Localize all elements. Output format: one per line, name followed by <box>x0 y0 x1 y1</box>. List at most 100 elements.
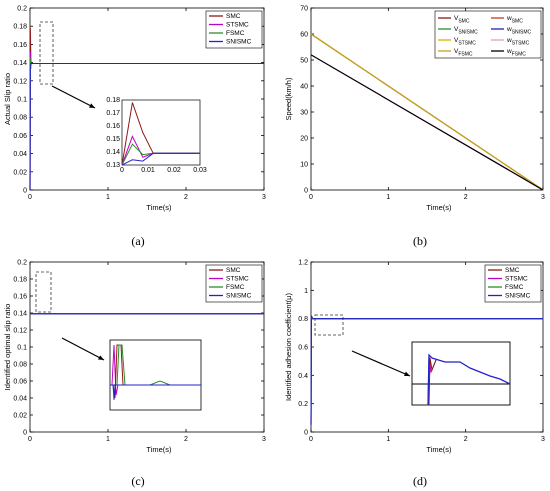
zoom-arrowhead <box>98 355 104 360</box>
legend-entry: SNISMC <box>226 293 252 300</box>
inset-y-tick-label: 0.18 <box>106 97 120 104</box>
legend-subscript: FSMC <box>458 52 473 58</box>
y-tick-label: 50 <box>300 58 308 65</box>
y-tick-label: 0.8 <box>298 316 308 323</box>
y-tick-label: 0.18 <box>13 24 27 31</box>
x-axis-label: Time(s) <box>146 203 172 212</box>
series-line-snismc <box>29 62 264 191</box>
inset-y-tick-label: 0.16 <box>106 123 120 130</box>
legend-subscript: STSMC <box>458 41 476 47</box>
x-tick-label: 3 <box>541 194 545 201</box>
zoom-arrow <box>51 85 96 109</box>
y-tick-label: 0.04 <box>13 396 27 403</box>
y-tick-label: 0.02 <box>13 169 27 176</box>
y-axis-label: Identified optimal slip ratio <box>3 304 12 391</box>
legend-entry: STSMC <box>226 22 249 29</box>
legend-symbol: w <box>506 37 512 44</box>
plot-frame <box>310 7 544 191</box>
legend-entry: wSNISMC <box>506 26 532 36</box>
legend-subscript: FSMC <box>512 52 527 58</box>
legend-entry: FSMC <box>505 284 524 291</box>
y-tick-label: 0.16 <box>13 42 27 49</box>
y-axis-label: Identified adhesion coefficient(μ) <box>284 292 293 401</box>
x-tick-label: 0 <box>309 436 313 443</box>
y-tick-label: 0 <box>304 430 308 437</box>
y-tick-label: 0.1 <box>17 345 27 352</box>
y-tick-label: 0.14 <box>13 311 27 318</box>
series-line-v-fsmc <box>310 33 544 191</box>
x-tick-label: 1 <box>106 194 110 201</box>
legend-entry: VSMC <box>454 15 470 25</box>
legend-entry: VSTSMC <box>454 37 476 47</box>
x-tick-label: 3 <box>262 436 266 443</box>
legend-symbol: w <box>506 26 512 33</box>
legend-symbol: V <box>454 37 459 44</box>
y-tick-label: 0.06 <box>13 379 27 386</box>
inset-y-tick-label: 0.17 <box>106 110 120 117</box>
legend-entry: STSMC <box>505 276 528 283</box>
legend-entry: VFSMC <box>454 48 473 58</box>
series-line-snismc <box>310 315 543 425</box>
legend-entry: FSMC <box>226 284 245 291</box>
y-tick-label: 0 <box>23 430 27 437</box>
y-tick-label: 0.04 <box>13 151 27 158</box>
x-tick-label: 3 <box>541 436 545 443</box>
y-tick-label: 30 <box>300 110 308 117</box>
panel-caption: (c) <box>131 474 144 488</box>
inset-y-tick-label: 0.14 <box>106 149 120 156</box>
zoom-arrowhead <box>89 103 95 108</box>
y-tick-label: 0.02 <box>13 413 27 420</box>
legend-entry: wSTSMC <box>506 37 530 47</box>
legend-entry: SNISMC <box>226 39 252 46</box>
y-tick-label: 0.08 <box>13 115 27 122</box>
legend-box <box>434 10 542 59</box>
y-tick-label: 70 <box>300 6 308 13</box>
legend-symbol: w <box>506 48 512 55</box>
inset-c-frame <box>109 339 202 411</box>
inset-x-tick-label: 0.02 <box>167 167 181 174</box>
chart-panel-d: 0 1 2 3 0 0.2 0.4 0.6 0.8 1 1.2 Time(s) Identified a… <box>284 260 545 489</box>
x-tick-label: 1 <box>386 436 390 443</box>
y-tick-label: 0.16 <box>13 294 27 301</box>
x-tick-label: 2 <box>184 436 188 443</box>
y-axis-label: Actual Slip ratio <box>3 73 12 125</box>
x-tick-label: 2 <box>464 436 468 443</box>
series-line-w-fsmc <box>310 54 544 191</box>
inset-y-tick-label: 0.15 <box>106 136 120 143</box>
zoom-arrowhead <box>404 371 410 376</box>
y-tick-label: 0.12 <box>13 78 27 85</box>
y-tick-label: 0.12 <box>13 328 27 335</box>
panel-caption: (d) <box>413 474 427 488</box>
legend-subscript: SMC <box>458 19 470 25</box>
legend-entry: VSNISMC <box>454 26 478 36</box>
legend-entry: STSMC <box>226 276 249 283</box>
y-tick-label: 1 <box>304 288 308 295</box>
legend-symbol: w <box>506 15 512 22</box>
x-tick-label: 0 <box>309 194 313 201</box>
inset-x-tick-label: 0 <box>120 167 124 174</box>
legend-subscript: SNISMC <box>458 30 478 36</box>
y-tick-label: 0.6 <box>298 345 308 352</box>
zoom-region-c <box>35 271 52 313</box>
inset-series-line <box>110 384 201 401</box>
inset-series-line <box>428 357 437 406</box>
x-axis-label: Time(s) <box>146 445 172 454</box>
x-tick-label: 0 <box>28 436 32 443</box>
y-tick-label: 40 <box>300 84 308 91</box>
inset-a-frame <box>121 99 201 166</box>
chart-panel-a: 0 1 2 3 0 0.02 0.04 0.06 0.08 0.1 0.12 0.14 0.16 0.18… <box>3 6 266 249</box>
x-tick-label: 2 <box>464 194 468 201</box>
zoom-region-a <box>39 21 54 85</box>
legend-symbol: V <box>454 15 459 22</box>
legend-entry: wSMC <box>506 15 523 25</box>
zoom-region-d <box>314 314 344 336</box>
y-tick-label: 10 <box>300 162 308 169</box>
y-tick-label: 0.2 <box>17 6 27 13</box>
y-tick-label: 0.2 <box>17 260 27 267</box>
panel-caption: (b) <box>413 234 427 248</box>
chart-panel-c: 0 1 2 3 0 0.02 0.04 0.06 0.08 0.1 0.12 0.14 0.16 0.18… <box>3 260 266 489</box>
x-axis-label: Time(s) <box>426 445 452 454</box>
inset-x-tick-label: 0.01 <box>141 167 155 174</box>
zoom-arrow <box>61 337 105 361</box>
y-tick-label: 0.06 <box>13 133 27 140</box>
